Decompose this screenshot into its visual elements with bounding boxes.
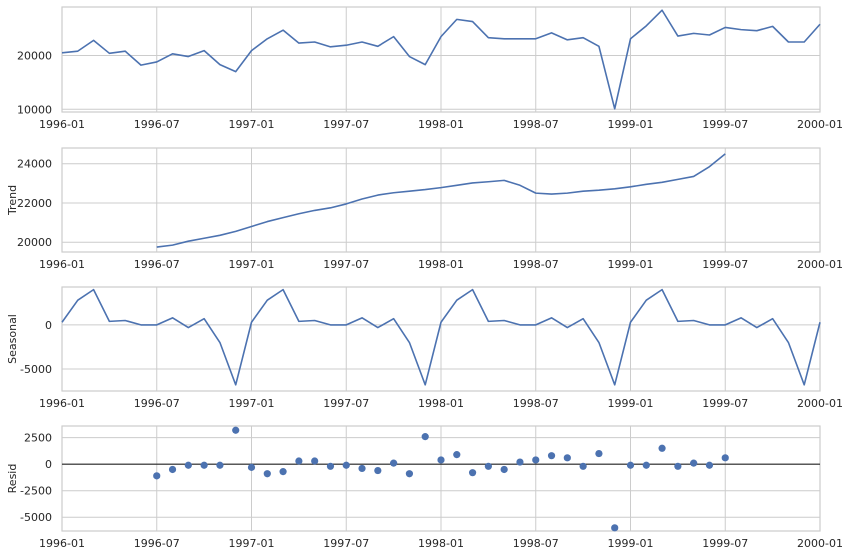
resid-point (390, 459, 398, 467)
x-tick-label: 1997-01 (229, 537, 275, 550)
resid-point (674, 462, 682, 470)
resid-point (168, 465, 177, 474)
resid-point (421, 433, 429, 441)
y-tick-label: 24000 (17, 158, 52, 171)
resid-point (247, 463, 256, 471)
resid-point (532, 456, 540, 464)
resid-point (184, 461, 192, 469)
resid-point (358, 464, 366, 473)
x-tick-label: 1997-07 (323, 397, 369, 410)
x-tick-label: 2000-01 (797, 118, 843, 131)
resid-point (453, 451, 461, 459)
resid-point (658, 444, 666, 452)
y-tick-label: -5000 (20, 363, 52, 376)
x-tick-label: 1999-01 (608, 118, 654, 131)
resid-point (500, 465, 508, 474)
resid-point (642, 461, 650, 469)
resid-point (547, 452, 556, 460)
y-tick-label: 10000 (17, 103, 52, 116)
y-axis-label: Trend (6, 185, 19, 216)
resid-point (326, 462, 335, 470)
resid-point (484, 462, 492, 470)
axes-frame (61, 6, 821, 113)
x-tick-label: 1999-01 (608, 258, 654, 271)
y-axis-label: Seasonal (6, 314, 19, 364)
x-tick-label: 1998-01 (418, 258, 464, 271)
x-tick-label: 1996-01 (39, 258, 85, 271)
resid-point (263, 470, 271, 478)
axes-frame (61, 286, 821, 392)
x-tick-label: 1997-01 (229, 397, 275, 410)
resid-point (279, 468, 287, 476)
x-tick-label: 1999-07 (702, 537, 748, 550)
resid-point (216, 461, 224, 469)
x-tick-label: 1996-01 (39, 537, 85, 550)
series-line (156, 153, 726, 248)
resid-point (579, 462, 587, 470)
x-tick-label: 1999-07 (702, 118, 748, 131)
resid-point (437, 456, 445, 464)
axes-frame (61, 425, 821, 532)
x-tick-label: 1997-07 (323, 537, 369, 550)
x-tick-label: 1996-01 (39, 397, 85, 410)
y-tick-label: 2500 (24, 432, 52, 445)
x-tick-label: 1996-01 (39, 118, 85, 131)
x-tick-label: 1999-07 (702, 258, 748, 271)
panel-trend: 1996-01 1996-07 1997-01 1997-07 1998-01 1998-… (6, 147, 843, 271)
resid-point (342, 461, 350, 469)
panel-seasonal: 1996-01 1996-07 1997-01 1997-07 1998-01 1998-… (6, 286, 843, 410)
x-tick-label: 1998-01 (418, 537, 464, 550)
x-tick-label: 1999-01 (608, 537, 654, 550)
y-tick-label: 0 (45, 319, 52, 332)
x-tick-label: 2000-01 (797, 258, 843, 271)
x-tick-label: 1996-07 (134, 118, 180, 131)
x-tick-label: 1997-07 (323, 258, 369, 271)
resid-point (690, 459, 698, 467)
x-tick-label: 2000-01 (797, 537, 843, 550)
resid-point (563, 454, 571, 462)
resid-point (468, 469, 477, 477)
x-tick-label: 2000-01 (797, 397, 843, 410)
resid-point (153, 472, 161, 480)
resid-point (595, 449, 603, 458)
series-line (61, 9, 821, 110)
x-tick-label: 1998-07 (513, 118, 559, 131)
x-tick-label: 1998-07 (513, 537, 559, 550)
x-tick-label: 1998-07 (513, 397, 559, 410)
x-tick-label: 1998-07 (513, 258, 559, 271)
x-tick-label: 1996-07 (134, 397, 180, 410)
resid-point (374, 466, 382, 475)
resid-point (721, 454, 729, 462)
y-tick-label: 0 (45, 458, 52, 471)
resid-point (405, 470, 414, 478)
y-axis-label: Resid (6, 464, 19, 494)
panel-resid: 1996-01 1996-07 1997-01 1997-07 1998-01 1998-… (6, 425, 843, 550)
x-tick-label: 1996-07 (134, 258, 180, 271)
y-tick-label: 22000 (17, 197, 52, 210)
axes-frame (61, 147, 821, 253)
resid-point (626, 461, 635, 469)
y-tick-label: 20000 (17, 49, 52, 62)
resid-point (311, 457, 319, 465)
x-tick-label: 1998-01 (418, 118, 464, 131)
resid-point (232, 426, 240, 434)
x-tick-label: 1997-01 (229, 118, 275, 131)
panel-observed: 1996-01 1996-07 1997-01 1997-07 1998-01 1998-… (17, 6, 843, 131)
series-line (61, 288, 821, 386)
y-tick-label: -5000 (20, 511, 52, 524)
resid-point (516, 458, 524, 466)
resid-point (295, 457, 303, 465)
resid-point (611, 524, 619, 532)
x-tick-label: 1999-01 (608, 397, 654, 410)
resid-point (705, 461, 714, 469)
x-tick-label: 1998-01 (418, 397, 464, 410)
x-tick-label: 1999-07 (702, 397, 748, 410)
x-tick-label: 1997-07 (323, 118, 369, 131)
x-tick-label: 1997-01 (229, 258, 275, 271)
y-tick-label: -2500 (20, 485, 52, 498)
resid-point (200, 461, 208, 469)
x-tick-label: 1996-07 (134, 537, 180, 550)
y-tick-label: 20000 (17, 236, 52, 249)
